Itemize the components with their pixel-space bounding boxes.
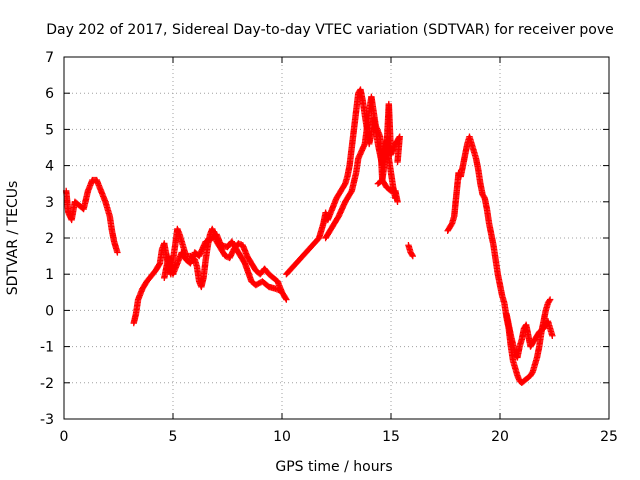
x-tick-label: 20 xyxy=(491,429,509,445)
x-tick-label: 15 xyxy=(382,429,400,445)
y-tick-label: 5 xyxy=(45,122,54,138)
x-axis-label: GPS time / hours xyxy=(275,459,392,475)
x-tick-label: 5 xyxy=(169,429,178,445)
data-series-sdtvar xyxy=(62,86,556,386)
data-point xyxy=(283,296,290,303)
data-point xyxy=(394,198,401,205)
data-point xyxy=(282,295,289,302)
x-tick-label: 10 xyxy=(273,429,291,445)
y-tick-label: 7 xyxy=(45,50,54,66)
y-tick-label: 3 xyxy=(45,195,54,211)
data-point xyxy=(408,251,416,259)
chart-title: Day 202 of 2017, Sidereal Day-to-day VTE… xyxy=(46,22,614,38)
data-point xyxy=(276,287,284,294)
data-point xyxy=(549,332,556,339)
data-point xyxy=(394,158,401,166)
y-tick-label: -3 xyxy=(40,412,54,428)
y-tick-label: 4 xyxy=(45,159,54,175)
y-tick-label: -2 xyxy=(40,376,54,392)
y-tick-label: 1 xyxy=(45,267,54,283)
x-tick-labels: 0 5 10 15 20 25 xyxy=(60,429,618,445)
plot-frame xyxy=(63,56,610,420)
y-tick-labels: -3 -2 -1 0 1 2 3 4 5 6 7 xyxy=(40,50,54,428)
y-tick-label: -1 xyxy=(40,340,54,356)
y-axis-label: SDTVAR / TECUs xyxy=(5,181,21,296)
data-point xyxy=(546,296,554,303)
y-tick-label: 6 xyxy=(45,86,54,102)
gridlines xyxy=(64,57,609,419)
data-point xyxy=(409,252,416,260)
data-point xyxy=(114,249,121,256)
y-tick-label: 0 xyxy=(45,303,54,319)
x-tick-label: 25 xyxy=(600,429,618,445)
data-point xyxy=(546,297,553,304)
x-tick-label: 0 xyxy=(60,429,69,445)
y-tick-label: 2 xyxy=(45,231,54,247)
